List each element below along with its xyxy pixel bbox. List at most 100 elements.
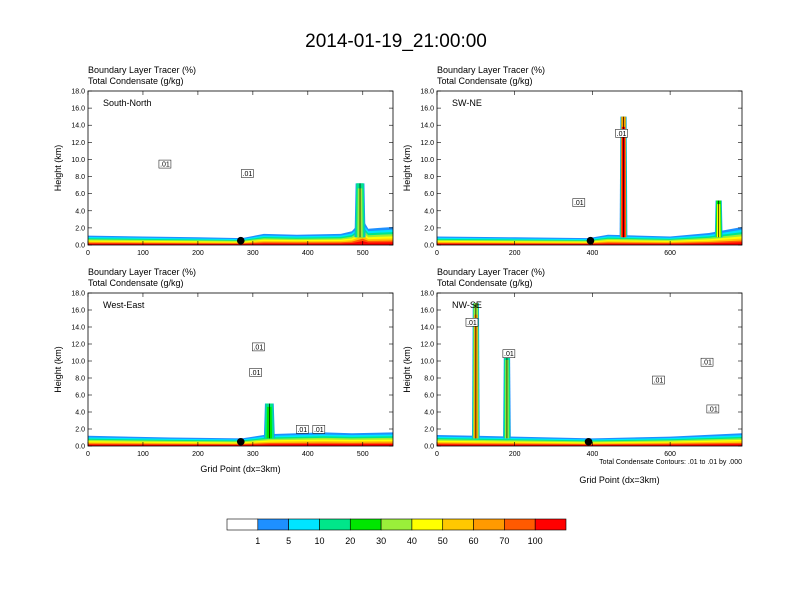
contour-label: .01 <box>574 200 584 207</box>
y-tick-label: 6.0 <box>424 393 434 400</box>
y-axis-label: Height (km) <box>402 145 412 192</box>
y-tick-label: 14.0 <box>420 325 434 332</box>
y-tick-label: 0.0 <box>75 444 85 451</box>
plot-frame <box>87 90 394 246</box>
y-axis-label: Height (km) <box>53 145 63 192</box>
y-tick-label: 0.0 <box>424 243 434 250</box>
x-tick-label: 500 <box>357 250 369 257</box>
colorbar-box <box>473 518 505 531</box>
x-axis-label: Grid Point (dx=3km) <box>579 475 659 485</box>
panel-sw-ne <box>436 90 743 246</box>
x-tick-label: 400 <box>302 250 314 257</box>
contour-label-box <box>572 198 586 207</box>
x-axis-label: Grid Point (dx=3km) <box>200 464 280 474</box>
contour-label-box <box>296 425 309 434</box>
x-tick-label: 300 <box>247 451 259 458</box>
x-tick-label: 200 <box>509 451 521 458</box>
plot-frame <box>87 292 394 447</box>
y-tick-label: 4.0 <box>424 410 434 417</box>
y-tick-label: 6.0 <box>75 191 85 198</box>
contour-label: .01 <box>253 344 263 351</box>
y-tick-label: 10.0 <box>420 157 434 164</box>
y-tick-label: 2.0 <box>75 225 85 232</box>
tracer-band <box>88 241 393 245</box>
colorbar-label: 60 <box>469 536 479 546</box>
colorbar-label: 40 <box>407 536 417 546</box>
figure-title: 2014-01-19_21:00:00 <box>305 31 487 52</box>
x-tick-label: 100 <box>137 250 149 257</box>
y-tick-label: 14.0 <box>420 123 434 130</box>
x-tick-label: 500 <box>357 451 369 458</box>
y-tick-label: 16.0 <box>71 106 85 113</box>
contour-label-box <box>652 375 665 385</box>
plot-frame <box>436 292 743 447</box>
colorbar-box <box>411 518 444 531</box>
y-tick-label: 6.0 <box>424 191 434 198</box>
colorbar-label: 1 <box>255 536 260 546</box>
colorbar-box <box>226 518 259 531</box>
contour-label-box <box>158 159 172 169</box>
y-tick-label: 18.0 <box>71 89 85 96</box>
contour-label: .01 <box>617 131 627 138</box>
contour-label-box <box>615 129 628 138</box>
y-tick-label: 18.0 <box>71 291 85 298</box>
colorbar-label: 50 <box>438 536 448 546</box>
x-tick-label: 0 <box>86 451 90 458</box>
tracer-band <box>88 238 393 245</box>
y-tick-label: 8.0 <box>75 376 85 383</box>
panel-subtitle-tracer: Boundary Layer Tracer (%) <box>437 267 545 277</box>
y-axis-label: Height (km) <box>53 346 63 393</box>
panel-west-east <box>87 292 394 447</box>
contour-label-box <box>502 349 516 358</box>
panel-label: NW-SE <box>452 300 482 310</box>
y-tick-label: 10.0 <box>71 157 85 164</box>
location-marker <box>236 437 245 446</box>
x-tick-label: 400 <box>587 250 599 257</box>
colorbar-label: 20 <box>345 536 355 546</box>
y-tick-label: 8.0 <box>424 174 434 181</box>
y-tick-label: 12.0 <box>420 342 434 349</box>
colorbar-box <box>504 518 536 531</box>
x-tick-label: 0 <box>86 250 90 257</box>
contour-label-box <box>249 368 262 377</box>
panel-subtitle-condensate: Total Condensate (g/kg) <box>88 278 184 288</box>
colorbar-label: 30 <box>376 536 386 546</box>
y-tick-label: 4.0 <box>75 410 85 417</box>
panel-label: West-East <box>103 300 145 310</box>
y-tick-label: 16.0 <box>420 106 434 113</box>
colorbar <box>226 518 567 531</box>
contour-label: .01 <box>467 320 477 327</box>
colorbar-label: 5 <box>286 536 291 546</box>
location-marker <box>236 236 245 245</box>
colorbar-box <box>257 518 289 531</box>
panel-subtitle-condensate: Total Condensate (g/kg) <box>88 76 184 86</box>
y-tick-label: 12.0 <box>71 342 85 349</box>
contour-label: .01 <box>702 360 712 367</box>
y-tick-label: 10.0 <box>71 359 85 366</box>
location-marker <box>584 437 593 446</box>
y-tick-label: 12.0 <box>71 140 85 147</box>
y-tick-label: 6.0 <box>75 393 85 400</box>
contour-label: .01 <box>708 406 718 413</box>
y-tick-label: 16.0 <box>420 308 434 315</box>
y-tick-label: 10.0 <box>420 359 434 366</box>
y-tick-label: 4.0 <box>75 208 85 215</box>
y-tick-label: 8.0 <box>424 376 434 383</box>
panel-label: South-North <box>103 98 152 108</box>
y-tick-label: 2.0 <box>75 427 85 434</box>
panel-label: SW-NE <box>452 98 482 108</box>
colorbar-label: 10 <box>314 536 324 546</box>
x-tick-label: 200 <box>509 250 521 257</box>
y-axis-label: Height (km) <box>402 346 412 393</box>
contour-label: .01 <box>314 427 324 434</box>
x-tick-label: 0 <box>435 250 439 257</box>
colorbar-box <box>288 518 320 531</box>
x-tick-label: 100 <box>137 451 149 458</box>
contour-label-box <box>241 169 254 178</box>
contour-label-box <box>252 342 265 352</box>
x-tick-label: 400 <box>587 451 599 458</box>
contour-label-box <box>465 318 479 327</box>
y-tick-label: 16.0 <box>71 308 85 315</box>
y-tick-label: 0.0 <box>424 444 434 451</box>
